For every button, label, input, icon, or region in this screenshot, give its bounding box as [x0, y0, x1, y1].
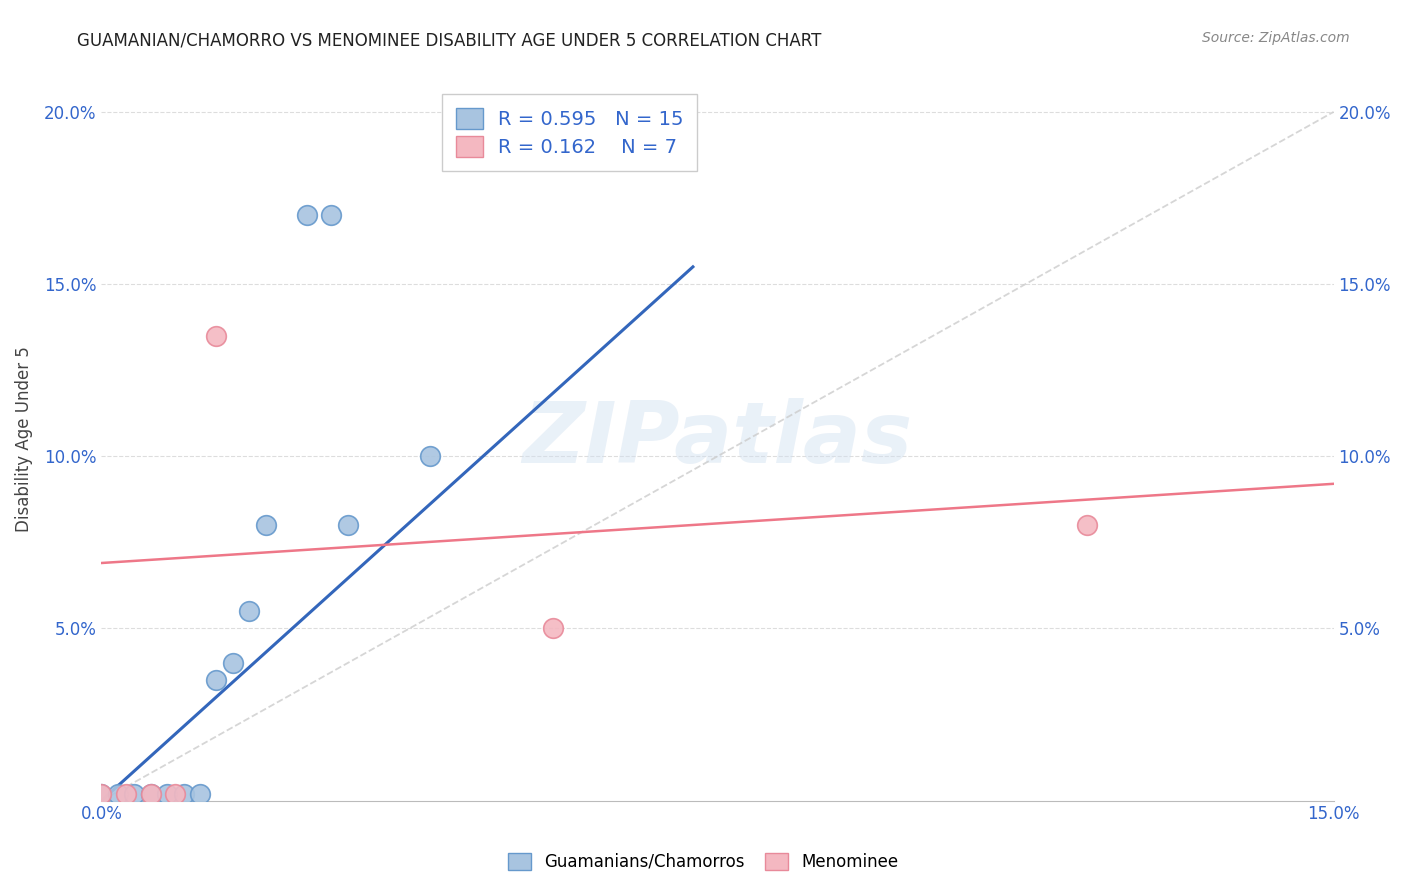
Point: [139, 787, 162, 801]
Point: [1076, 518, 1098, 533]
Point: [419, 449, 441, 463]
Point: [115, 787, 138, 801]
Point: [222, 656, 245, 670]
Point: [165, 787, 187, 801]
Point: [205, 673, 228, 687]
Point: [107, 787, 129, 801]
Point: [188, 787, 211, 801]
Point: [124, 787, 146, 801]
Legend: R = 0.595   N = 15, R = 0.162    N = 7: R = 0.595 N = 15, R = 0.162 N = 7: [441, 95, 697, 170]
Point: [238, 604, 260, 618]
Point: [254, 518, 277, 533]
Text: ZIPatlas: ZIPatlas: [523, 398, 912, 481]
Point: [336, 518, 359, 533]
Legend: Guamanians/Chamorros, Menominee: Guamanians/Chamorros, Menominee: [499, 845, 907, 880]
Point: [173, 787, 195, 801]
Point: [90, 787, 112, 801]
Text: Source: ZipAtlas.com: Source: ZipAtlas.com: [1202, 31, 1350, 45]
Text: GUAMANIAN/CHAMORRO VS MENOMINEE DISABILITY AGE UNDER 5 CORRELATION CHART: GUAMANIAN/CHAMORRO VS MENOMINEE DISABILI…: [77, 31, 821, 49]
Point: [205, 328, 228, 343]
Point: [156, 787, 179, 801]
Point: [139, 787, 162, 801]
Point: [543, 622, 565, 636]
Point: [90, 787, 112, 801]
Point: [295, 208, 318, 222]
Y-axis label: Disability Age Under 5: Disability Age Under 5: [15, 346, 32, 532]
Point: [321, 208, 343, 222]
